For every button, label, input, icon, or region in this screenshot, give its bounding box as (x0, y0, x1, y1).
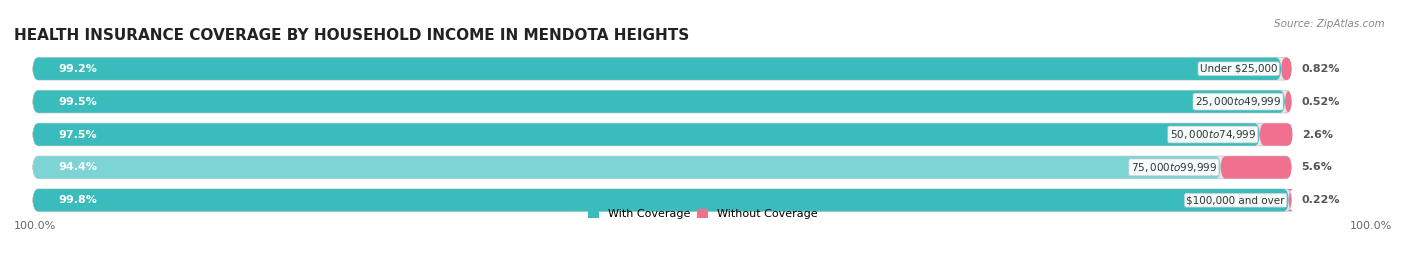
Text: 99.2%: 99.2% (58, 64, 97, 74)
FancyBboxPatch shape (1260, 123, 1292, 146)
FancyBboxPatch shape (32, 90, 1285, 113)
Text: 2.6%: 2.6% (1302, 129, 1334, 140)
Text: 100.0%: 100.0% (14, 221, 56, 231)
Text: Under $25,000: Under $25,000 (1199, 64, 1278, 74)
Text: 0.52%: 0.52% (1302, 97, 1340, 107)
Text: $100,000 and over: $100,000 and over (1187, 195, 1285, 205)
FancyBboxPatch shape (32, 189, 1289, 211)
FancyBboxPatch shape (32, 156, 1220, 179)
FancyBboxPatch shape (32, 156, 1291, 179)
FancyBboxPatch shape (32, 58, 1291, 80)
Text: 100.0%: 100.0% (1350, 221, 1392, 231)
FancyBboxPatch shape (1281, 58, 1292, 80)
Text: 5.6%: 5.6% (1302, 162, 1333, 172)
FancyBboxPatch shape (1285, 90, 1292, 113)
Text: 99.5%: 99.5% (58, 97, 97, 107)
Text: Source: ZipAtlas.com: Source: ZipAtlas.com (1274, 19, 1385, 29)
FancyBboxPatch shape (32, 123, 1291, 146)
Text: HEALTH INSURANCE COVERAGE BY HOUSEHOLD INCOME IN MENDOTA HEIGHTS: HEALTH INSURANCE COVERAGE BY HOUSEHOLD I… (14, 28, 689, 43)
FancyBboxPatch shape (1220, 156, 1291, 179)
FancyBboxPatch shape (32, 90, 1291, 113)
Text: $25,000 to $49,999: $25,000 to $49,999 (1195, 95, 1281, 108)
Legend: With Coverage, Without Coverage: With Coverage, Without Coverage (583, 205, 823, 224)
Text: 97.5%: 97.5% (58, 129, 97, 140)
Text: 0.22%: 0.22% (1302, 195, 1340, 205)
Text: 0.82%: 0.82% (1302, 64, 1340, 74)
Text: 99.8%: 99.8% (58, 195, 97, 205)
FancyBboxPatch shape (32, 189, 1291, 211)
FancyBboxPatch shape (32, 58, 1281, 80)
Text: 94.4%: 94.4% (58, 162, 97, 172)
FancyBboxPatch shape (1286, 189, 1294, 211)
FancyBboxPatch shape (32, 123, 1260, 146)
Text: $75,000 to $99,999: $75,000 to $99,999 (1130, 161, 1218, 174)
Text: $50,000 to $74,999: $50,000 to $74,999 (1170, 128, 1256, 141)
